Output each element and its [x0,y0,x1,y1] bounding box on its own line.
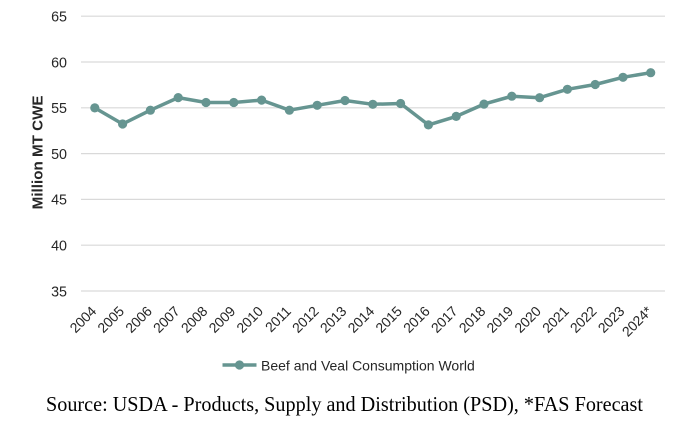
svg-text:55: 55 [51,101,67,117]
svg-text:60: 60 [51,55,67,71]
svg-text:45: 45 [51,193,67,209]
svg-text:Source: USDA - Products, Suppl: Source: USDA - Products, Supply and Dist… [46,392,643,416]
svg-text:40: 40 [51,239,67,255]
svg-text:35: 35 [51,284,67,300]
svg-text:Beef and Veal Consumption Worl: Beef and Veal Consumption World [261,357,475,373]
svg-text:Million MT CWE: Million MT CWE [30,95,47,209]
svg-text:50: 50 [51,147,67,163]
svg-text:65: 65 [51,10,67,26]
